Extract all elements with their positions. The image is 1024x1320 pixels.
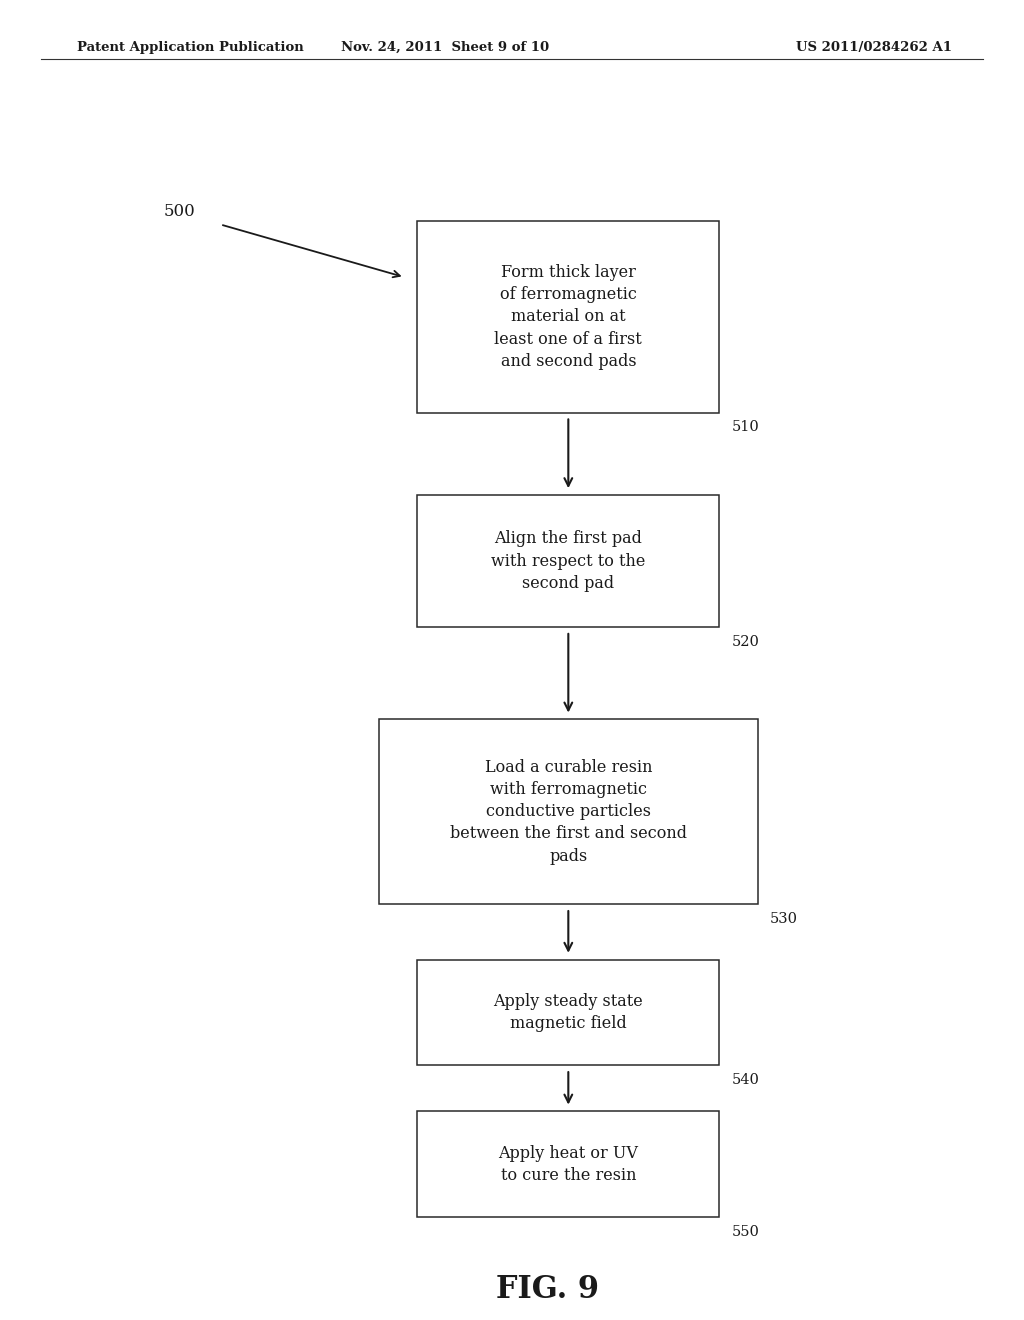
Text: 530: 530 [770,912,798,927]
Bar [379,719,758,904]
Text: 540: 540 [731,1073,760,1088]
Text: Nov. 24, 2011  Sheet 9 of 10: Nov. 24, 2011 Sheet 9 of 10 [341,41,550,54]
Bar [418,495,720,627]
Text: 550: 550 [731,1225,760,1239]
Text: Load a curable resin
with ferromagnetic
conductive particles
between the first a: Load a curable resin with ferromagnetic … [450,759,687,865]
Text: Align the first pad
with respect to the
second pad: Align the first pad with respect to the … [492,531,645,591]
Text: Apply steady state
magnetic field: Apply steady state magnetic field [494,993,643,1032]
Bar [418,1111,720,1217]
Text: Apply heat or UV
to cure the resin: Apply heat or UV to cure the resin [499,1144,638,1184]
Bar [418,960,720,1065]
Text: 500: 500 [163,203,196,219]
Text: 510: 510 [731,420,760,434]
Text: Patent Application Publication: Patent Application Publication [77,41,303,54]
Bar [418,220,720,412]
Text: 520: 520 [731,635,760,649]
Text: FIG. 9: FIG. 9 [497,1274,599,1305]
Text: Form thick layer
of ferromagnetic
material on at
least one of a first
and second: Form thick layer of ferromagnetic materi… [495,264,642,370]
Text: US 2011/0284262 A1: US 2011/0284262 A1 [797,41,952,54]
